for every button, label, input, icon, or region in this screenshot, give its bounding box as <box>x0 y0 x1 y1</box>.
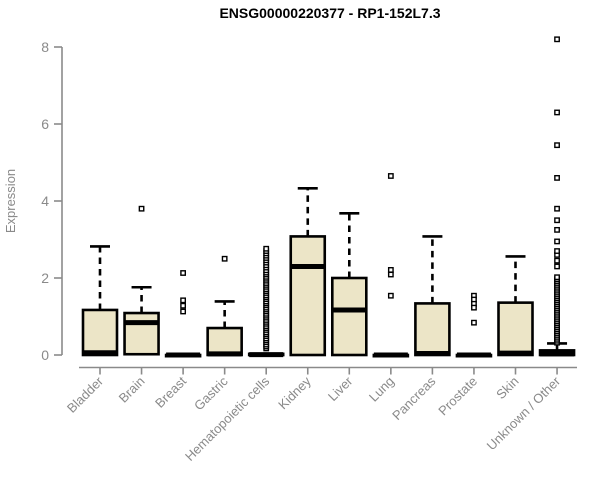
y-axis-label: Expression <box>3 169 18 233</box>
x-tick-label-breast: Breast <box>152 373 189 410</box>
box-liver <box>330 212 368 357</box>
outlier-point <box>387 267 394 273</box>
x-tick-label-skin: Skin <box>493 374 521 402</box>
box-kidney <box>289 186 327 357</box>
x-tick-label-gastric: Gastric <box>191 373 231 413</box>
outlier-point <box>554 174 560 181</box>
y-tick-label: 8 <box>41 39 49 55</box>
outlier-point <box>554 36 560 43</box>
outlier-point <box>554 274 560 281</box>
x-tick-label-pancreas: Pancreas <box>389 373 439 423</box>
box-prostate <box>455 292 493 358</box>
box-pancreas <box>414 235 451 357</box>
iqr-box <box>414 302 451 357</box>
outlier-point <box>180 308 186 315</box>
x-tick-label-bladder: Bladder <box>64 373 107 416</box>
y-tick-label: 0 <box>41 347 49 363</box>
box-brain <box>123 205 160 356</box>
outlier-point <box>554 142 560 149</box>
outlier-point <box>138 205 145 212</box>
y-tick-label: 4 <box>41 193 49 209</box>
box-unknown-other <box>538 36 576 357</box>
box-bladder <box>81 245 119 357</box>
outlier-point <box>471 304 477 311</box>
outlier-point <box>554 248 560 254</box>
chart-title: ENSG00000220377 - RP1-152L7.3 <box>219 5 440 21</box>
outlier-point <box>263 245 270 252</box>
outlier-point <box>554 238 560 245</box>
y-tick-label: 2 <box>41 270 49 286</box>
iqr-box <box>497 301 534 357</box>
iqr-box <box>206 326 243 357</box>
outlier-point <box>554 263 560 270</box>
iqr-box <box>330 276 368 357</box>
box-hematopoietic-cells <box>247 245 285 358</box>
box-gastric <box>206 255 243 357</box>
outlier-point <box>554 109 560 116</box>
outlier-point <box>180 302 186 309</box>
outlier-point <box>387 271 394 278</box>
outlier-point <box>180 297 186 304</box>
y-tick-label: 6 <box>41 116 49 132</box>
outlier-point <box>554 217 560 224</box>
iqr-box <box>81 308 119 357</box>
outlier-point <box>554 226 560 233</box>
box-lung <box>372 173 410 358</box>
iqr-box <box>123 311 160 356</box>
outlier-point <box>387 292 394 299</box>
box-skin <box>497 255 534 357</box>
x-tick-label-brain: Brain <box>116 374 148 406</box>
x-tick-label-prostate: Prostate <box>435 374 480 419</box>
x-tick-label-liver: Liver <box>325 373 356 404</box>
outlier-point <box>471 319 477 326</box>
x-tick-label-lung: Lung <box>366 374 397 405</box>
box-breast <box>164 270 202 358</box>
iqr-box <box>289 235 327 357</box>
x-tick-label-kidney: Kidney <box>275 373 314 412</box>
y-axis: 0 2 4 6 8 <box>41 39 63 363</box>
outlier-point <box>554 257 560 264</box>
outlier-point <box>554 205 560 212</box>
outlier-point <box>387 173 394 179</box>
outlier-point <box>221 255 228 262</box>
x-tick-label-unknown-other: Unknown / Other <box>484 373 564 453</box>
outlier-point <box>180 270 186 276</box>
